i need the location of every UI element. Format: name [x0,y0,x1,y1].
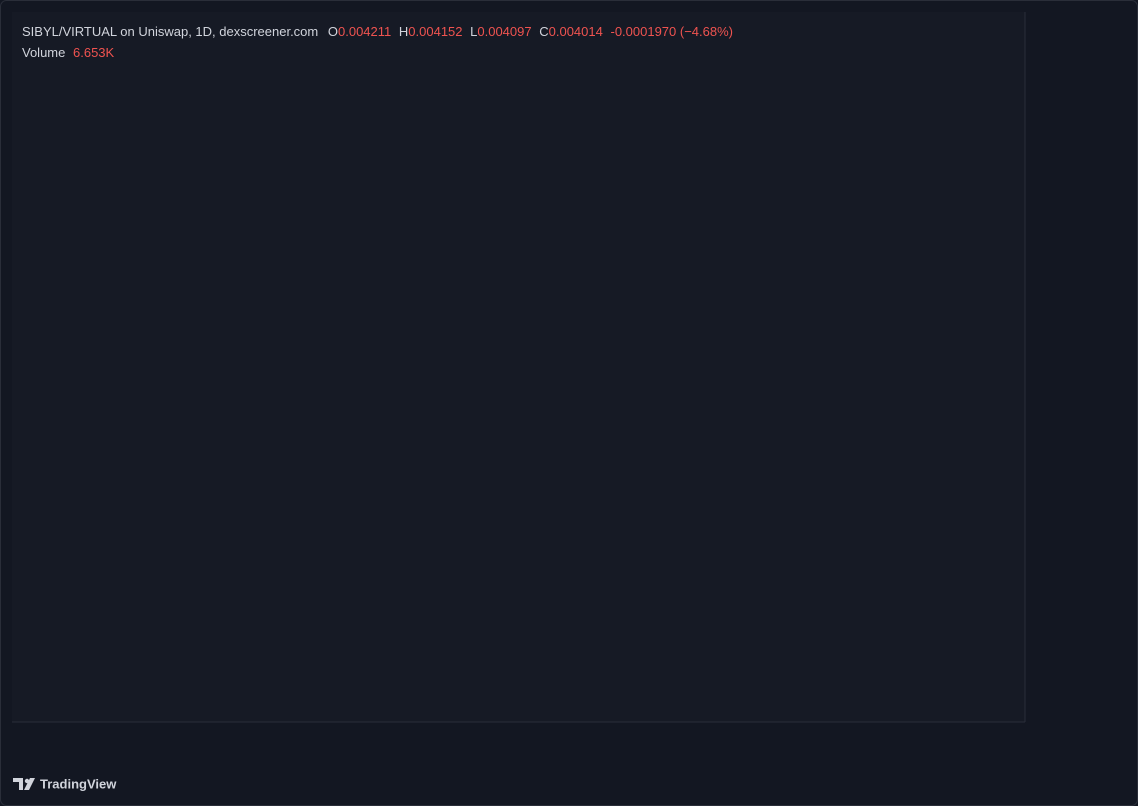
ohlc-value: 0.004152 [408,24,462,39]
plot-area [12,12,1025,722]
change: -0.0001970 [610,24,676,39]
ohlc-letter: O [328,24,338,39]
logo: TradingView [13,776,117,791]
legend-header: SIBYL/VIRTUAL on Uniswap, 1D, dexscreene… [22,24,733,39]
ohlc-letter: L [470,24,477,39]
volume-legend: Volume 6.653K [22,45,115,60]
ohlc-value: 0.004211 [338,24,391,39]
chart-title: SIBYL/VIRTUAL on Uniswap, 1D, dexscreene… [22,24,318,39]
ohlc-value: 0.004014 [549,24,603,39]
ohlc-letter: H [399,24,408,39]
volume-last: 6.653K [73,45,115,60]
ohlc-letter: C [539,24,548,39]
volume-name: Volume [22,45,65,60]
logo-icon [13,778,35,790]
ohlc-value: 0.004097 [477,24,531,39]
logo-dot [24,778,30,784]
brand: TradingView [40,776,117,791]
change-percent: (−4.68%) [680,24,733,39]
